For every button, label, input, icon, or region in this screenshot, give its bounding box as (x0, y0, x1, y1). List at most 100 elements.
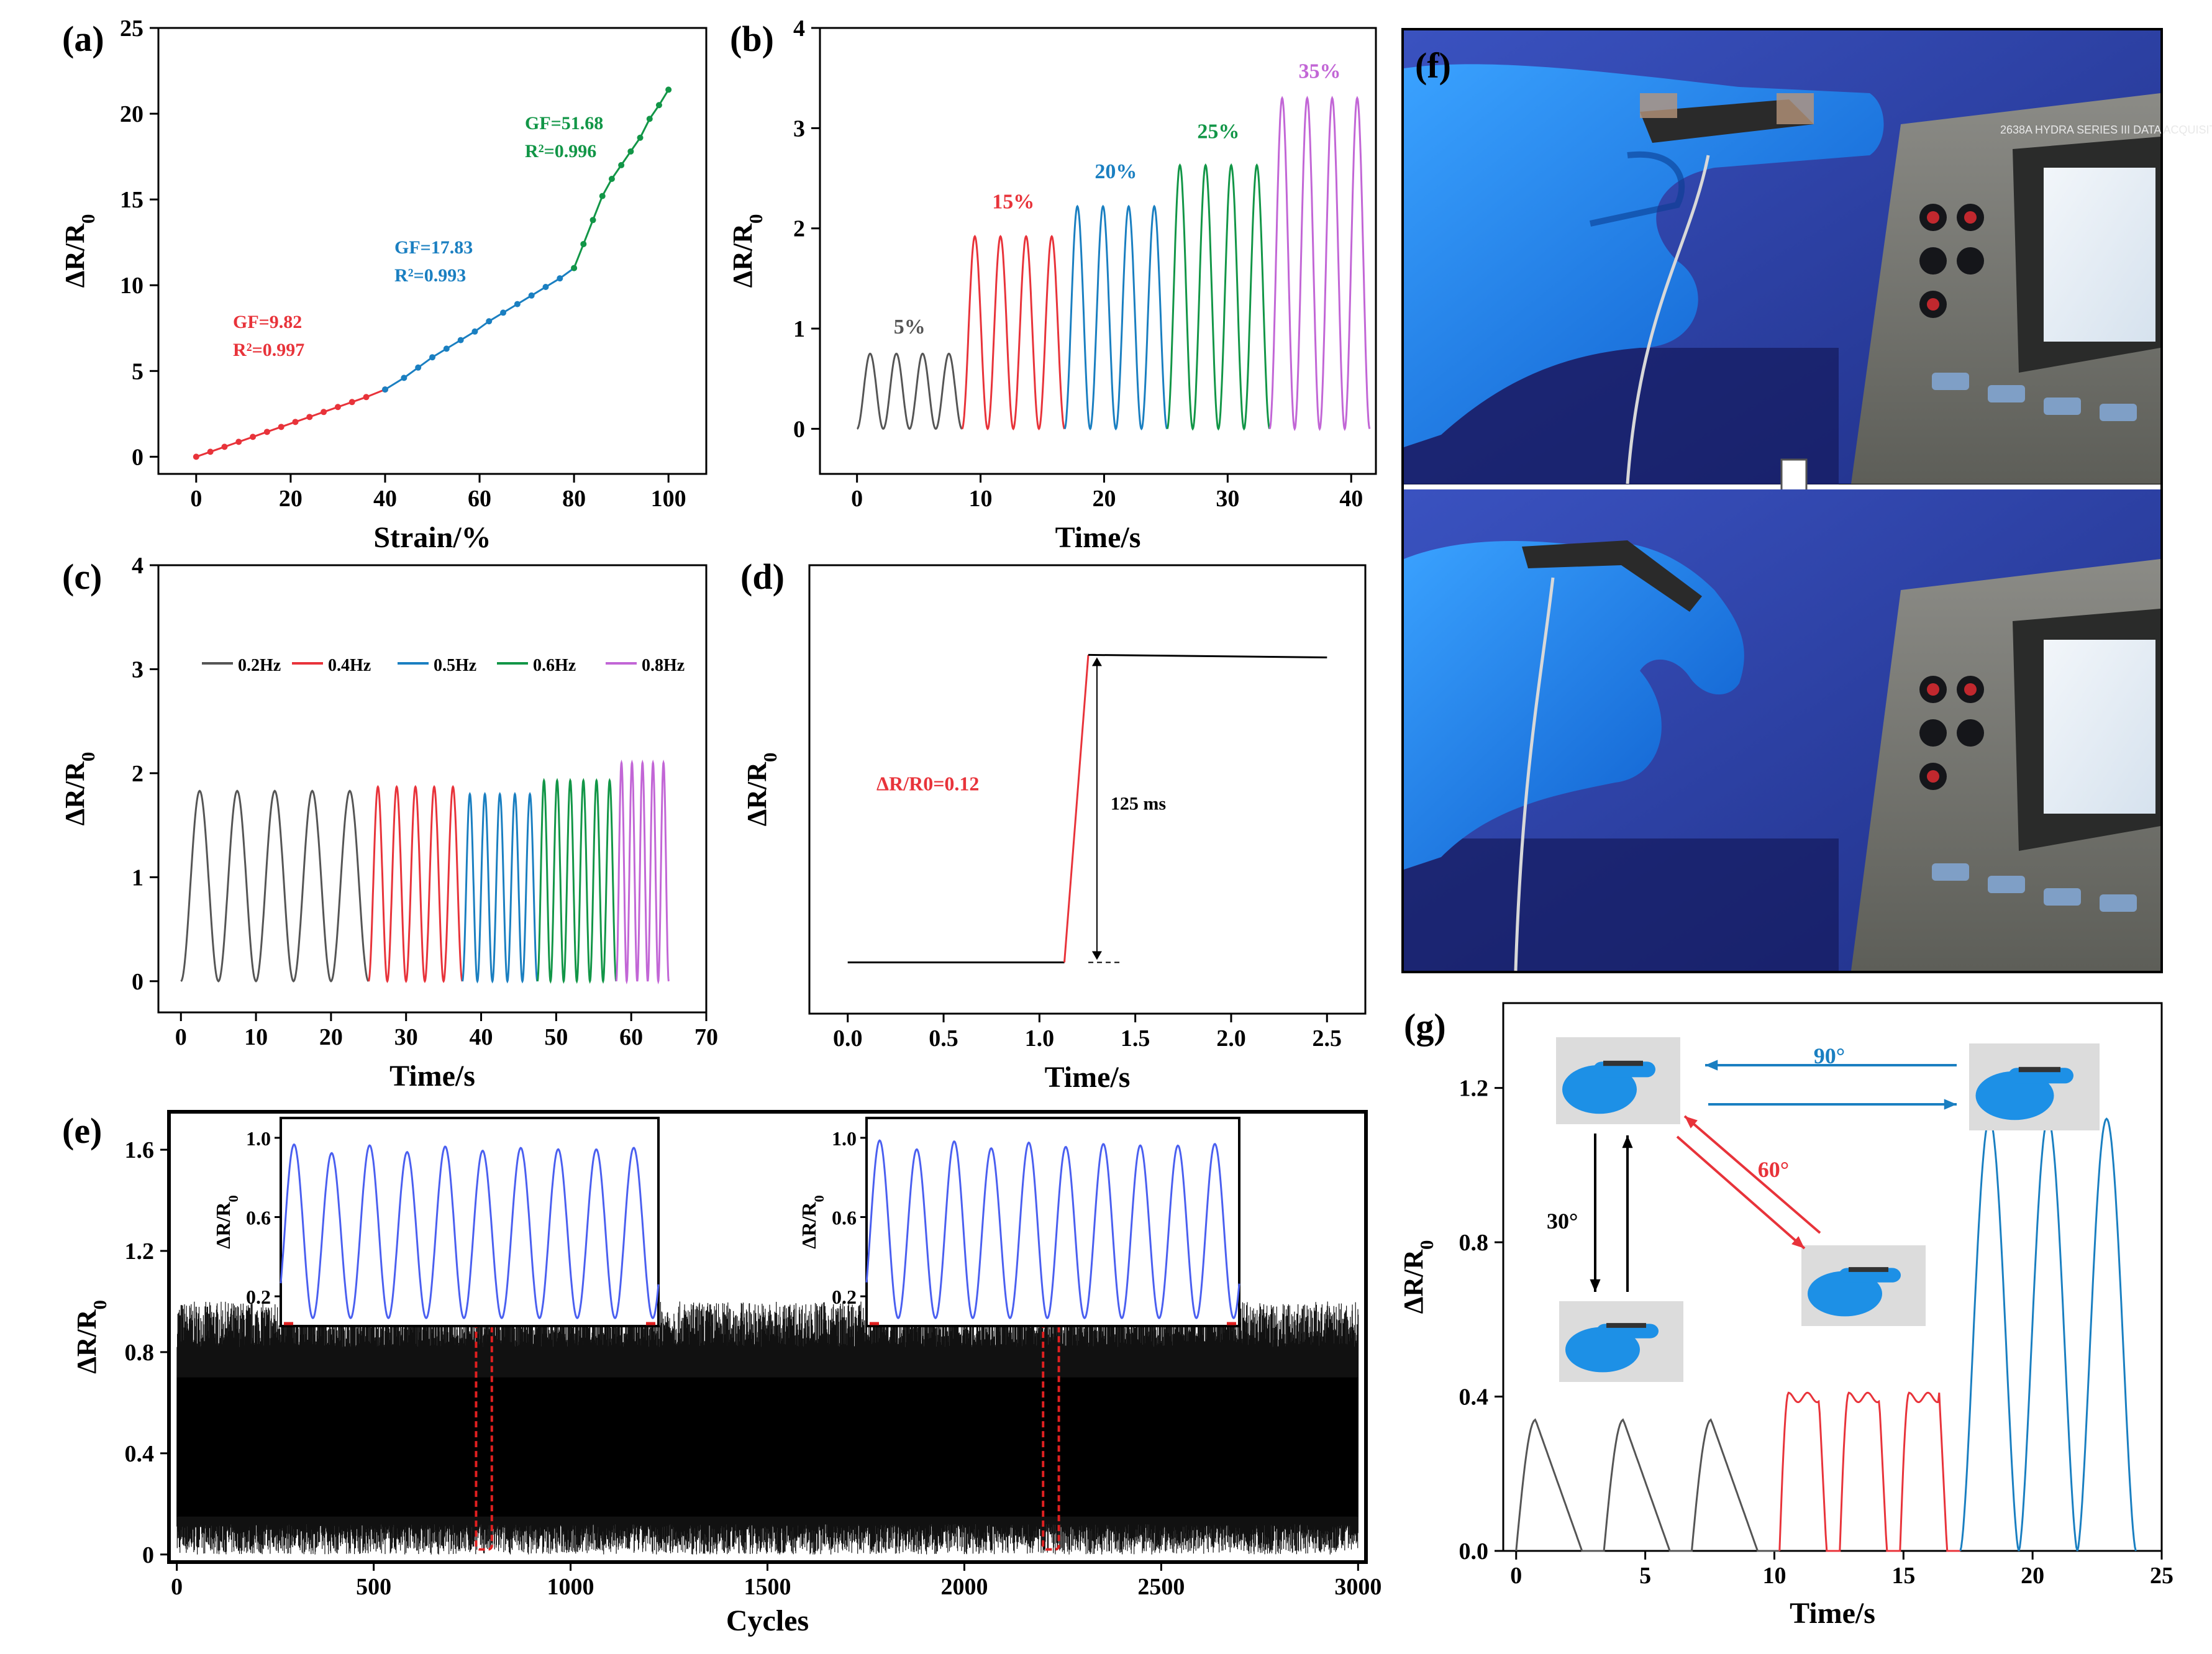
thumb-straight-finger (1556, 1037, 1680, 1124)
r2-annotation: R²=0.997 (233, 340, 304, 360)
legend-entry: 0.4Hz (328, 656, 371, 675)
y-tick-label: 4 (793, 16, 805, 42)
x-axis-label: Time/s (1055, 521, 1141, 554)
data-point (580, 240, 587, 247)
y-axis-label: ΔR/R0 (71, 1300, 111, 1374)
x-tick-label: 10 (244, 1024, 268, 1050)
angle-30-label: 30° (1547, 1209, 1578, 1234)
x-tick-label: 60 (619, 1024, 643, 1050)
plot-frame (808, 564, 1367, 1015)
y-axis-label: ΔR/R0 (727, 214, 767, 288)
data-point (618, 161, 625, 168)
inset-y-tick-label: 0.2 (832, 1286, 857, 1308)
data-point (471, 328, 478, 335)
arrow-head (1685, 1116, 1698, 1129)
data-point (665, 86, 672, 93)
x-tick-label: 0 (1510, 1563, 1522, 1589)
thumb-glove (1562, 1065, 1637, 1114)
x-axis-label: Time/s (1045, 1061, 1131, 1094)
data-point (250, 434, 257, 440)
arrow-head (1944, 1099, 1957, 1110)
inset-y-axis-label: ΔR/R0 (212, 1195, 241, 1248)
x-tick-label: 20 (2021, 1563, 2044, 1589)
panel-c-frequency-chart: 0 10 20 30 40 50 60 70 0 1 2 3 4 Time/s ΔR/R0 (c) 0.2Hz 0… (60, 553, 718, 1093)
r2-annotation: R²=0.996 (525, 141, 596, 161)
thumb-60-degree-finger (1801, 1245, 1926, 1326)
y-axis-label: ΔR/R0 (60, 752, 99, 826)
data-point (528, 292, 535, 299)
data-point (542, 283, 549, 290)
inset-y-tick-label: 0.6 (832, 1207, 857, 1229)
signal-core (176, 1377, 1359, 1517)
panel-f-photos: 2638A HYDRA SERIES III DATA ACQUISITION (1401, 28, 2212, 973)
panel-g-bending-chart: 0 5 10 15 20 25 0.0 0.4 0.8 1.2 Time/s ΔR/R0 (g) 90° 6… (1398, 1002, 2173, 1630)
x-tick-label: 2500 (1137, 1574, 1185, 1600)
y-tick-label: 2 (793, 216, 805, 242)
thumb-glove (1975, 1071, 2054, 1120)
inset-y-tick-label: 0.2 (246, 1286, 271, 1308)
data-point (278, 424, 284, 430)
glove-hand (1404, 64, 1884, 447)
data-point (207, 448, 214, 455)
x-tick-label: 40 (1339, 486, 1363, 512)
x-tick-label: 0 (175, 1024, 187, 1050)
x-tick-label: 10 (969, 486, 993, 512)
x-axis-label: Cycles (726, 1604, 809, 1637)
panel-d-response-time-chart: 0.0 0.5 1.0 1.5 2.0 2.5 Time/s ΔR/R0 (d) ΔR/R0=0.… (740, 557, 1367, 1094)
arrow-head (1091, 657, 1102, 666)
data-point (321, 409, 327, 416)
x-axis-label: Time/s (389, 1060, 475, 1093)
plot-frame (157, 27, 708, 475)
response-value-label: ΔR/R0=0.12 (876, 773, 979, 795)
sensor-strip (1640, 99, 1814, 143)
y-tick-label: 1.2 (1459, 1076, 1489, 1102)
y-tick-label: 1.6 (125, 1137, 155, 1163)
strain-level-label: 25% (1197, 120, 1239, 143)
y-tick-label: 0.8 (1459, 1230, 1489, 1256)
thumb-sensor (2018, 1066, 2060, 1073)
x-tick-label: 80 (562, 486, 586, 512)
data-point (348, 399, 355, 406)
thumb-90-degree-finger (1969, 1043, 2100, 1130)
gf-annotation: GF=9.82 (233, 312, 302, 332)
inset-y-tick-label: 0.6 (246, 1207, 271, 1229)
data-point (646, 116, 653, 122)
y-tick-label: 0.0 (1459, 1538, 1489, 1565)
data-point (637, 134, 644, 141)
data-point (363, 394, 370, 401)
series-line (1515, 1418, 1780, 1552)
device-screen (2044, 640, 2155, 814)
y-tick-label: 0.4 (1459, 1384, 1489, 1411)
inset-y-tick-label: 1.0 (832, 1127, 857, 1150)
inset-frame (280, 1117, 660, 1327)
glove-hand-bent (1404, 541, 1744, 870)
panel-label: (e) (62, 1111, 102, 1151)
y-tick-label: 25 (120, 16, 143, 42)
sensor-wire (1626, 155, 1710, 484)
x-tick-label: 1.0 (1025, 1025, 1055, 1052)
photo-bent-finger (1404, 489, 2160, 971)
y-axis-label: ΔR/R0 (60, 214, 99, 288)
data-point (608, 176, 615, 183)
series-line (1063, 204, 1168, 431)
data-point (655, 102, 662, 109)
thumb-sensor (1603, 1060, 1643, 1066)
angle-90-label: 90° (1814, 1043, 1845, 1068)
x-tick-label: 30 (394, 1024, 418, 1050)
r2-annotation: R²=0.993 (394, 265, 466, 286)
x-tick-label: 2000 (940, 1574, 988, 1600)
panel-a-strain-chart: 0 20 40 60 80 100 0 5 10 15 20 25 Strain/% ΔR/R0 (a) GF… (60, 16, 708, 554)
arrow-to-60 (1676, 1135, 1806, 1250)
data-point (599, 193, 606, 199)
y-tick-label: 2 (132, 761, 143, 787)
thumb-sensor (1849, 1267, 1888, 1272)
x-tick-label: 1000 (547, 1574, 594, 1600)
panel-label: (c) (62, 557, 102, 597)
series-line (1268, 96, 1371, 432)
strain-level-label: 20% (1095, 160, 1137, 183)
arrow-head (1791, 1236, 1805, 1248)
x-tick-label: 20 (319, 1024, 343, 1050)
series-line (180, 789, 370, 983)
y-tick-label: 3 (132, 657, 143, 683)
inset-y-axis-label: ΔR/R0 (798, 1195, 827, 1248)
